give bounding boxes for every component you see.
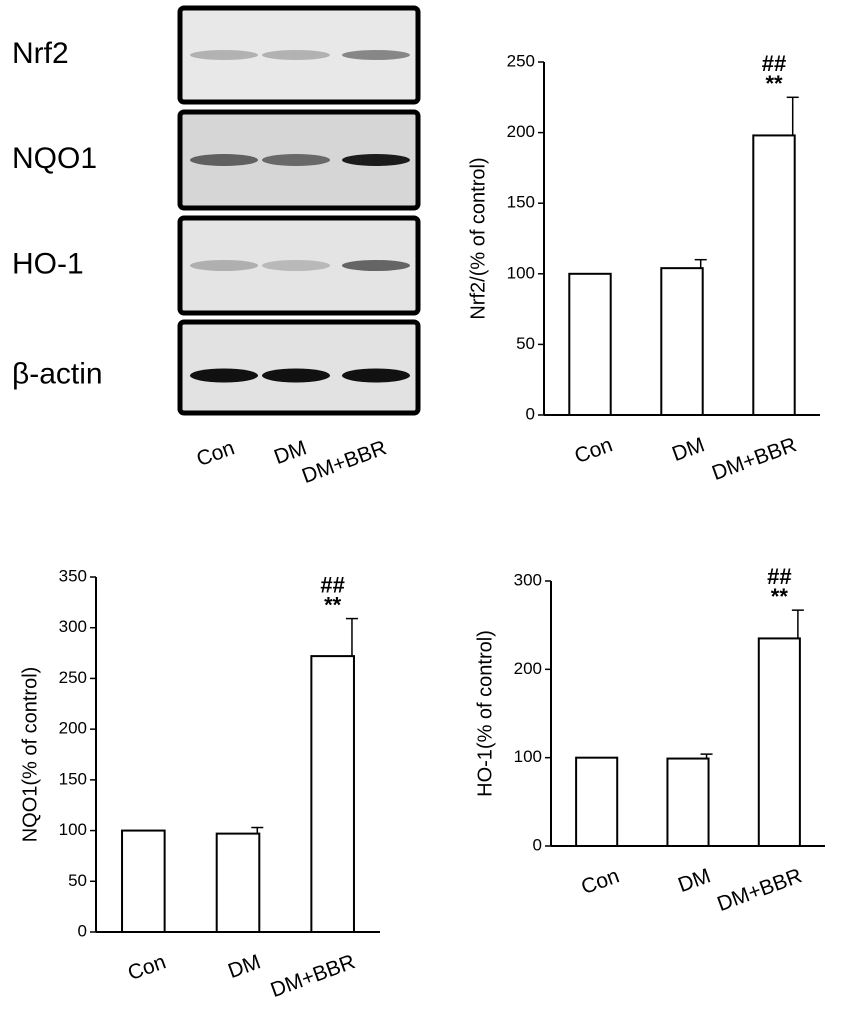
blot-band [190,50,258,60]
y-axis-label: Nrf2/(% of control) [467,157,489,319]
y-tick-label: 0 [526,404,535,423]
x-tick-label: DM [669,433,708,466]
y-tick-label: 200 [507,122,535,141]
bar [666,757,710,847]
y-axis-label: NQO1(% of control) [19,667,41,843]
y-tick-label: 200 [59,719,87,738]
y-tick-label: 250 [507,51,535,70]
y-tick-label: 300 [514,570,542,589]
bar [121,829,166,933]
protein-label: β-actin [12,357,103,390]
blot-band [262,368,330,383]
bar [660,267,704,417]
y-tick-label: 250 [59,668,87,687]
bar [568,272,612,416]
x-tick-label: DM [675,864,714,897]
x-tick-label: Con [572,433,616,468]
blot-box [177,319,421,416]
protein-label: NQO1 [12,142,97,175]
y-tick-label: 50 [68,871,87,890]
x-tick-label: DM+BBR [714,864,805,916]
annotation: ## [762,51,786,76]
annotation: ** [324,592,342,617]
lane-label: Con [194,436,238,471]
blot-band [262,50,330,60]
bar [575,756,619,848]
annotation: ## [767,564,791,589]
blot-band [342,368,410,383]
blot-band [262,154,330,166]
x-tick-label: DM+BBR [709,433,800,485]
blot-band [342,50,410,60]
annotation: ## [320,572,344,597]
y-tick-label: 150 [507,193,535,212]
protein-label: HO-1 [12,247,84,280]
y-tick-label: 0 [533,835,542,854]
y-tick-label: 0 [78,921,87,940]
y-tick-label: 150 [59,769,87,788]
x-tick-label: DM [225,950,264,983]
y-tick-label: 100 [514,747,542,766]
y-tick-label: 350 [59,566,87,585]
annotation: ** [765,71,783,96]
y-tick-label: 50 [516,334,535,353]
blot-band [342,154,410,166]
bar [310,655,355,933]
blot-band [190,260,258,271]
y-tick-label: 200 [514,659,542,678]
bar [215,832,261,933]
blot-band [262,260,330,271]
y-tick-label: 300 [59,617,87,636]
blot-band [190,368,258,383]
bar [757,637,801,848]
bar [752,134,796,416]
annotation: ** [771,584,789,609]
blot-band [342,260,410,271]
blot-box [177,5,421,105]
y-axis-label: HO-1(% of control) [474,630,496,797]
y-tick-label: 100 [59,820,87,839]
x-tick-label: Con [125,950,169,985]
lane-label: DM+BBR [299,436,390,488]
x-tick-label: Con [578,864,622,899]
x-tick-label: DM+BBR [268,950,359,1002]
protein-label: Nrf2 [12,37,69,70]
blot-box [177,215,421,316]
blot-band [190,154,258,166]
y-tick-label: 100 [507,263,535,282]
